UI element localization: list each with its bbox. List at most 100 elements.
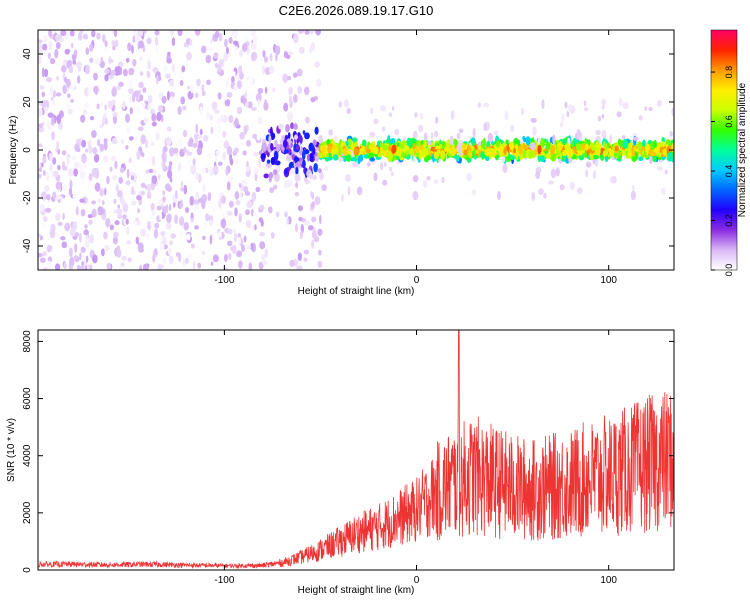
spectrogram-cell <box>169 147 175 157</box>
spectrogram-cell <box>233 232 238 243</box>
spectrogram-cell <box>211 192 216 198</box>
spectrogram-cell <box>116 248 122 258</box>
spectrogram-cell <box>451 143 455 150</box>
spectrogram-cell <box>419 112 423 120</box>
spectrogram-cell <box>230 246 234 252</box>
spectrogram-cell <box>80 209 86 217</box>
spectrogram-cell <box>310 191 314 198</box>
spectrogram-cell <box>156 111 162 122</box>
spectrogram-cell <box>38 167 43 172</box>
spectrogram-cell <box>79 198 85 203</box>
spectrogram-cell <box>41 91 46 98</box>
spectrogram-cell <box>472 127 476 138</box>
spectrogram-cell <box>317 228 323 236</box>
spectrogram-cell <box>293 156 300 162</box>
spectrogram-cell <box>406 154 411 160</box>
spectrogram-cell <box>43 267 48 270</box>
spectrogram-cell <box>112 236 118 245</box>
spectrogram-cell <box>190 243 195 249</box>
spectrogram-cell <box>283 149 289 154</box>
spectrogram-cell <box>537 144 542 155</box>
spectrogram-cell <box>130 175 135 181</box>
spectrogram-cell <box>151 113 157 122</box>
spectrogram-cell <box>52 90 57 98</box>
spectrogram-cell <box>138 81 144 89</box>
spectrogram-cell <box>406 137 412 147</box>
colorbar-tick-label: 0.8 <box>724 66 734 79</box>
spectrogram-cell <box>657 166 663 171</box>
spectrogram-cell <box>79 252 82 260</box>
spectrogram-cell <box>454 153 458 160</box>
spectrogram-cell <box>117 214 123 220</box>
spectrogram-cell <box>365 148 371 153</box>
spectrogram-cell <box>41 162 44 168</box>
spectrogram-cell <box>154 47 159 53</box>
spectrogram-y-label: Frequency (Hz) <box>8 116 19 185</box>
spectrogram-cell <box>161 95 167 104</box>
figure-title: C2E6.2026.089.19.17.G10 <box>279 3 434 18</box>
snr-frame <box>37 329 675 571</box>
spectrogram-cell <box>137 208 141 214</box>
spectrogram-cell <box>142 87 147 93</box>
spectrogram-cell <box>436 149 441 155</box>
spectrogram-cell <box>518 145 523 155</box>
spectrogram-cell <box>206 79 211 86</box>
spectrogram-cell <box>133 220 138 226</box>
spectrogram-cell <box>87 86 93 96</box>
spectrogram-cell <box>213 109 220 114</box>
spectrogram-cell <box>92 254 98 264</box>
spectrogram-cell <box>206 100 211 110</box>
spectrogram-cell <box>168 203 172 212</box>
spectrogram-cell <box>234 191 239 200</box>
spectrogram-cell <box>274 172 280 182</box>
spectrogram-cell <box>148 168 154 174</box>
spectrogram-cell <box>225 46 229 55</box>
spectrogram-cell <box>166 64 172 74</box>
spectrogram-cell <box>310 97 316 103</box>
spectrogram-cell <box>151 121 157 127</box>
spectrogram-cell <box>494 145 497 155</box>
spectrogram-cell <box>192 179 197 185</box>
spectrogram-cell <box>83 163 87 170</box>
spectrogram-cell <box>543 192 547 199</box>
spectrogram-cell <box>401 152 406 158</box>
spectrogram-cell <box>270 157 276 165</box>
spectrogram-cell <box>382 179 388 186</box>
spectrogram-cell <box>369 157 375 162</box>
spectrogram-cell <box>134 184 139 190</box>
spectrogram-cell <box>532 126 537 136</box>
spectrogram-cell <box>165 203 169 214</box>
spectrogram-cell <box>122 214 127 220</box>
spectrogram-cell <box>297 252 302 261</box>
spectrogram-cell <box>222 130 227 138</box>
spectrogram-cell <box>48 152 53 162</box>
spectrogram-cell <box>440 140 446 150</box>
spectrogram-cell <box>66 102 70 109</box>
spectrogram-cell <box>109 224 114 230</box>
spectrogram-cell <box>262 50 266 58</box>
spectrogram-cell <box>154 222 160 229</box>
spectrogram-cell <box>162 257 167 264</box>
spectrogram-cell <box>121 255 127 261</box>
spectrogram-cell <box>235 200 241 206</box>
spectrogram-cell <box>293 94 298 103</box>
spectrogram-cell <box>72 193 77 199</box>
spectrogram-cell <box>119 66 122 76</box>
spectrogram-cell <box>209 47 213 52</box>
spectrogram-cell <box>218 199 222 209</box>
spectrogram-cell <box>57 149 60 155</box>
spectrogram-cell <box>367 162 371 167</box>
spectrogram-cell <box>64 222 71 232</box>
spectrogram-cell <box>74 161 79 169</box>
spectrogram-cell <box>510 124 514 133</box>
spectrogram-cell <box>96 32 101 40</box>
spectrogram-cell <box>225 167 228 176</box>
spectrogram-cell <box>667 152 673 162</box>
spectrogram-cell <box>216 117 222 124</box>
spectrogram-cell <box>331 145 337 150</box>
spectrogram-cell <box>52 157 57 165</box>
spectrogram-cell <box>152 265 158 270</box>
spectrogram-cell <box>151 209 156 216</box>
spectrogram-cell <box>352 161 359 168</box>
spectrogram-cell <box>182 105 187 111</box>
